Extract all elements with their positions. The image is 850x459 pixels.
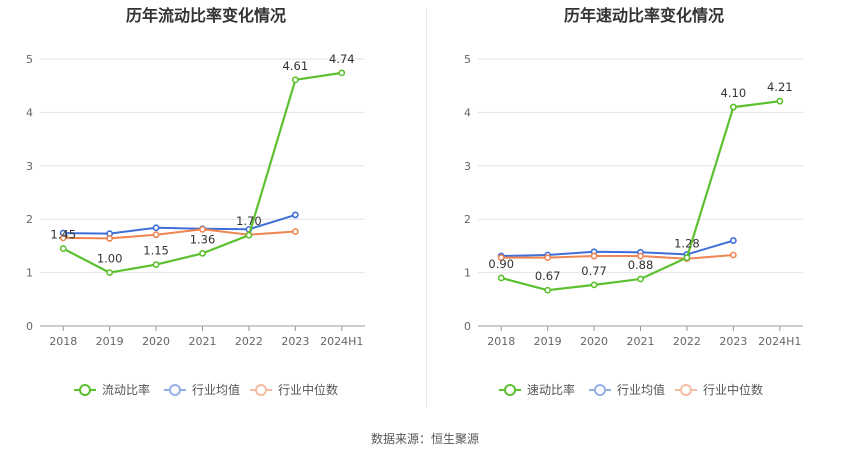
data-label: 0.67	[535, 269, 561, 283]
data-point	[729, 103, 737, 111]
legend-label: 流动比率	[102, 382, 150, 397]
data-point	[338, 69, 346, 77]
series-line	[501, 254, 734, 260]
data-point	[776, 97, 784, 105]
data-point	[59, 245, 67, 252]
data-point	[544, 286, 552, 294]
data-point	[497, 254, 505, 262]
data-point	[152, 231, 160, 239]
x-tick-label: 2020	[142, 335, 170, 348]
data-point	[199, 249, 206, 257]
data-point	[637, 275, 644, 283]
y-tick-label: 4	[26, 106, 33, 119]
legend-label: 速动比率	[527, 382, 575, 397]
data-point	[291, 211, 299, 219]
data-point	[152, 224, 160, 232]
data-point	[245, 231, 253, 239]
x-tick-label: 2019	[534, 335, 562, 348]
legend-label: 行业中位数	[278, 382, 338, 397]
legend-label: 行业均值	[617, 382, 665, 397]
quick-ratio-chart: 历年速动比率变化情况 0 1 2 3 4 5 2018 2019 2020 2021 2022 2023…	[464, 6, 803, 397]
current-ratio-chart-panel: 历年流动比率变化情况 0 1 2 3 4 5 2018 2019 2020 2021 2022 2023…	[26, 6, 365, 397]
data-label: 1.28	[674, 237, 700, 251]
legend-swatch-marker	[169, 384, 181, 396]
data-point	[291, 228, 299, 235]
data-point	[497, 274, 505, 282]
x-tick-label: 2023	[719, 335, 747, 348]
x-tick-label: 2018	[487, 335, 515, 348]
y-tick-label: 3	[26, 160, 33, 173]
y-tick-label: 2	[464, 213, 471, 226]
legend-label: 行业均值	[192, 382, 240, 397]
y-tick-label: 0	[26, 320, 33, 333]
chart-title: 历年速动比率变化情况	[564, 6, 724, 25]
data-point	[683, 254, 691, 262]
x-tick-label: 2021	[627, 335, 655, 348]
data-label: 1.15	[143, 244, 169, 258]
y-tick-label: 4	[464, 106, 471, 119]
data-point	[199, 225, 206, 233]
y-tick-label: 5	[26, 53, 33, 66]
chart-title: 历年流动比率变化情况	[126, 6, 286, 25]
y-tick-label: 5	[464, 53, 471, 66]
series-line	[501, 239, 734, 257]
data-label: 0.90	[488, 257, 514, 271]
data-point	[544, 254, 552, 262]
data-point	[291, 76, 299, 84]
y-tick-label: 0	[464, 320, 471, 333]
y-tick-label: 3	[464, 160, 471, 173]
data-label: 1.45	[50, 228, 76, 242]
x-tick-label: 2022	[235, 335, 263, 348]
quick-ratio-chart-panel: 历年速动比率变化情况 0 1 2 3 4 5 2018 2019 2020 2021 2022 2023…	[425, 0, 850, 459]
x-tick-label: 2020	[580, 335, 608, 348]
data-label: 1.70	[236, 214, 262, 228]
data-point	[729, 251, 737, 259]
data-label: 4.61	[283, 59, 309, 73]
legend-swatch-marker	[79, 384, 91, 396]
x-tick-label: 2022	[673, 335, 701, 348]
data-label: 4.74	[329, 52, 355, 66]
data-label: 1.36	[190, 232, 216, 246]
x-tick-label: 2024H1	[758, 335, 801, 348]
data-point	[106, 269, 114, 276]
data-point	[152, 261, 160, 268]
x-tick-label: 2018	[49, 335, 77, 348]
data-point	[729, 237, 737, 244]
series-line	[63, 228, 296, 240]
legend-swatch-marker	[680, 384, 692, 396]
data-label: 1.00	[97, 252, 123, 266]
legend-label: 行业中位数	[703, 382, 763, 397]
data-label: 4.21	[767, 80, 793, 94]
data-point	[590, 252, 598, 260]
x-tick-label: 2024H1	[320, 335, 363, 348]
data-point	[590, 281, 598, 289]
x-tick-label: 2019	[96, 335, 124, 348]
data-label: 0.77	[581, 264, 607, 278]
current-ratio-chart: 历年流动比率变化情况 0 1 2 3 4 5 2018 2019 2020 2021 2022 2023…	[26, 6, 365, 397]
data-point	[637, 252, 644, 260]
legend-swatch-marker	[255, 384, 267, 396]
series-line	[63, 213, 296, 235]
y-tick-label: 1	[26, 267, 33, 280]
legend-swatch-marker	[504, 384, 516, 396]
x-tick-label: 2023	[281, 335, 309, 348]
data-point	[106, 235, 114, 242]
data-point	[59, 234, 67, 242]
y-tick-label: 2	[26, 213, 33, 226]
panel-divider	[426, 8, 427, 408]
data-label: 4.10	[721, 86, 747, 100]
y-tick-label: 1	[464, 267, 471, 280]
x-tick-label: 2021	[189, 335, 217, 348]
legend-swatch-marker	[594, 384, 606, 396]
data-label: 0.88	[628, 258, 654, 272]
data-source-note: 数据来源：恒生聚源	[370, 432, 479, 446]
